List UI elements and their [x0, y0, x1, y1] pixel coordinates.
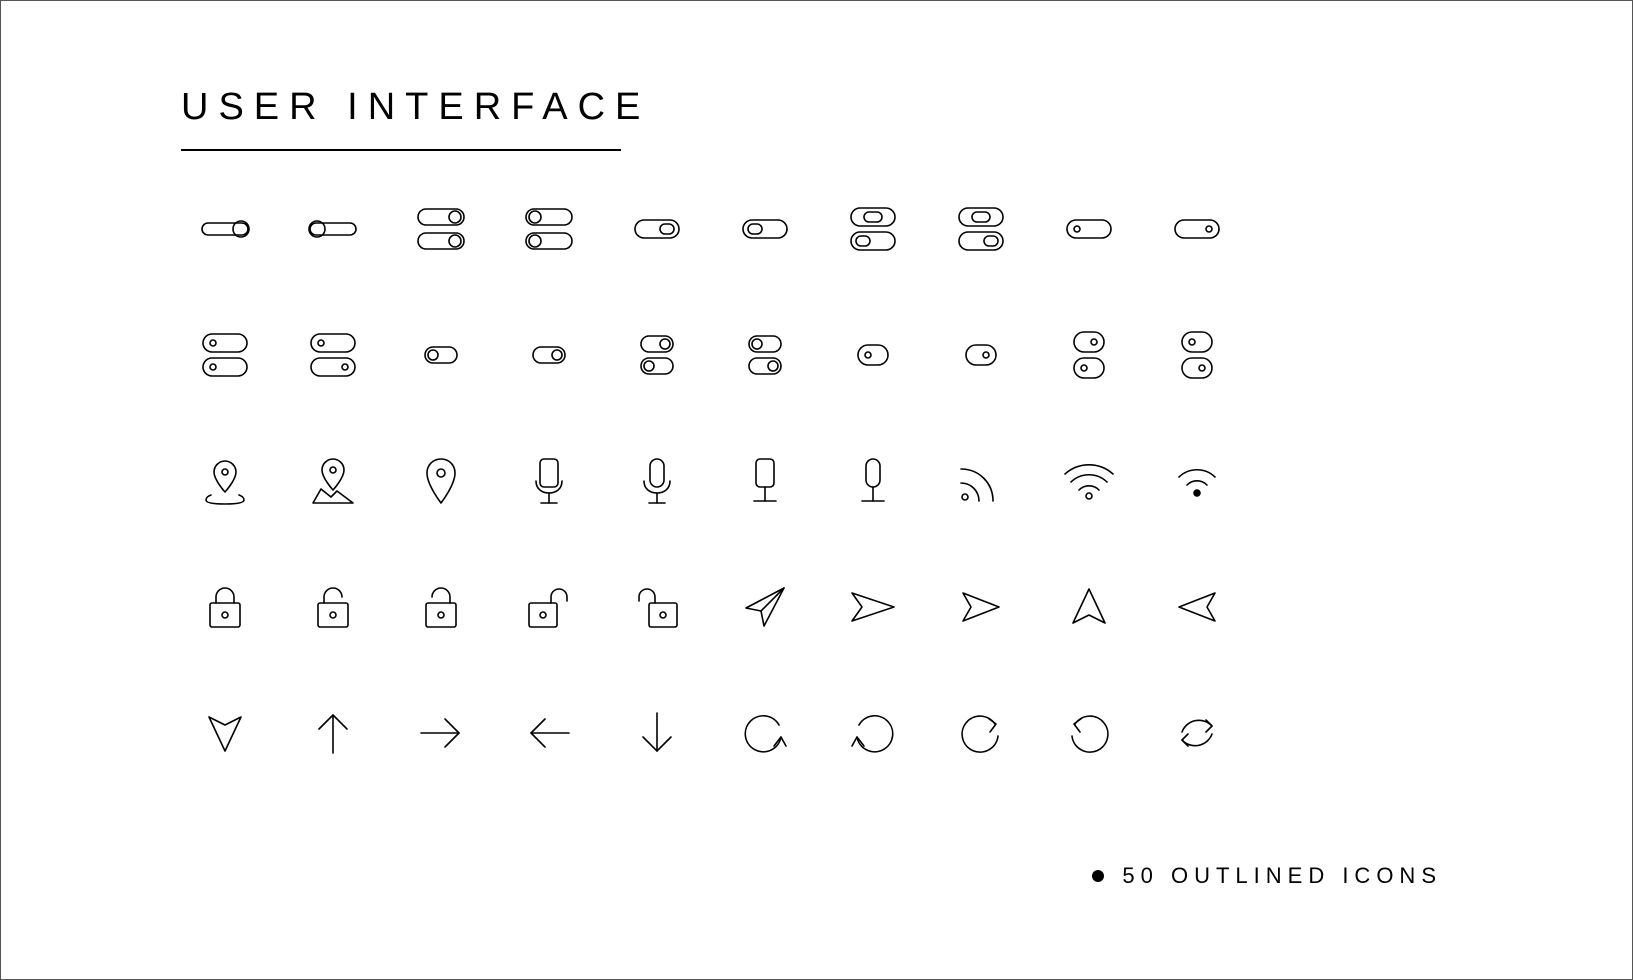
arrow-right-icon: [419, 715, 463, 751]
cursor-up-icon: [1071, 587, 1107, 627]
rotate-ccw-bottom-icon: [852, 712, 894, 754]
toggle-pair-left-icon: [525, 207, 573, 251]
rss-icon: [959, 459, 1003, 503]
rotate-cw-bottom-icon: [744, 712, 786, 754]
footer-label: 50 OUTLINED ICONS: [1122, 863, 1442, 889]
map-pin-icon: [425, 457, 457, 505]
lock-open-side-b-icon: [635, 585, 679, 629]
toggle-off-right-icon: [201, 219, 249, 239]
map-pin-area-icon: [205, 457, 245, 505]
map-pin-map-icon: [311, 457, 355, 505]
footer: 50 OUTLINED ICONS: [1092, 863, 1442, 889]
bullet-icon: [1092, 870, 1104, 882]
lock-closed-icon: [208, 585, 242, 629]
cursor-down-icon: [207, 713, 243, 753]
toggle-oval-pair-b-icon: [1181, 331, 1213, 379]
cursor-right-icon: [961, 589, 1001, 625]
toggle-pill-pair-mixed-b-icon: [958, 207, 1004, 251]
toggle-off-left-icon: [309, 219, 357, 239]
lock-open-a-icon: [316, 585, 350, 629]
page-title: USER INTERFACE: [181, 86, 650, 129]
toggle-small-left-icon: [424, 346, 458, 364]
rotate-cw-top-icon: [960, 712, 1002, 754]
toggle-small-pair-a-icon: [640, 335, 674, 375]
toggle-oval-pair-a-icon: [1073, 331, 1105, 379]
toggle-oval-dot-left-icon: [857, 344, 889, 366]
toggle-dot-left-icon: [1066, 219, 1112, 239]
toggle-oval-dot-right-icon: [965, 344, 997, 366]
wifi-icon: [1175, 463, 1219, 499]
toggle-pill-right-icon: [634, 219, 680, 239]
icon-grid: [171, 201, 1251, 761]
toggle-pair-right-icon: [417, 207, 465, 251]
toggle-dot-right-icon: [1174, 219, 1220, 239]
toggle-dot-pair-mixed-icon: [310, 333, 356, 377]
toggle-small-right-icon: [532, 346, 566, 364]
refresh-sync-icon: [1176, 712, 1218, 754]
rotate-ccw-top-icon: [1068, 712, 1110, 754]
mic-square-flat-icon: [750, 457, 780, 505]
icon-sheet: USER INTERFACE: [0, 0, 1633, 980]
lock-open-b-icon: [424, 585, 458, 629]
signal-arcs-icon: [1065, 462, 1113, 500]
toggle-pill-left-icon: [742, 219, 788, 239]
toggle-dot-pair-left-icon: [202, 333, 248, 377]
arrow-down-icon: [639, 711, 675, 755]
title-underline: [181, 149, 621, 151]
mic-round-flat-icon: [858, 457, 888, 505]
arrow-up-icon: [315, 711, 351, 755]
mic-square-icon: [534, 457, 564, 505]
send-arrowhead-icon: [850, 589, 896, 625]
toggle-pill-pair-mixed-a-icon: [850, 207, 896, 251]
send-paper-plane-icon: [744, 586, 786, 628]
arrow-left-icon: [527, 715, 571, 751]
lock-open-side-a-icon: [527, 585, 571, 629]
cursor-left-icon: [1177, 589, 1217, 625]
mic-round-icon: [642, 457, 672, 505]
toggle-small-pair-b-icon: [748, 335, 782, 375]
